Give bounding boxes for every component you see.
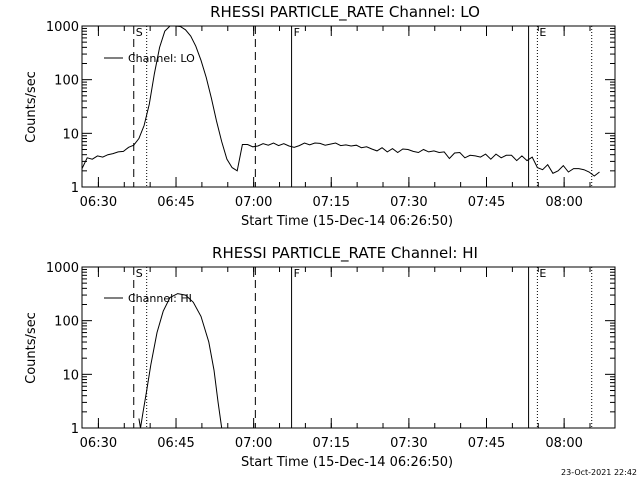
y-axis: 1 10 100 1000: [46, 261, 615, 437]
y-tick-label: 10: [62, 127, 79, 142]
x-axis-label: Start Time (15-Dec-14 06:26:50): [241, 455, 453, 470]
x-axis: 06:30 06:45 07:00 07:15 07:30 07:45 08:00: [80, 26, 591, 210]
x-tick-label: 07:45: [468, 436, 505, 451]
y-tick-label: 1: [71, 422, 79, 437]
x-tick-label: 08:00: [545, 436, 582, 451]
plot-frame: [81, 266, 616, 429]
series-line-hi: [138, 293, 223, 429]
series-line-lo: [81, 25, 600, 177]
x-tick-label: 07:15: [313, 195, 350, 210]
panel-lo: RHESSI PARTICLE_RATE Channel: LO 1101001…: [24, 3, 616, 229]
event-marker-label: F: [294, 267, 300, 280]
event-marker-label: S: [136, 26, 143, 39]
y-tick-label: 100: [54, 74, 79, 89]
y-axis-label: Counts/sec: [24, 312, 39, 384]
y-tick-label: 1000: [46, 261, 79, 276]
x-axis: 06:30 06:45 07:00 07:15 07:30 07:45 08:00: [80, 267, 591, 451]
panel-hi: RHESSI PARTICLE_RATE Channel: HI 1101001…: [24, 244, 616, 470]
x-tick-label: 07:30: [390, 436, 427, 451]
y-tick-label: 100: [54, 315, 79, 330]
chart-title: RHESSI PARTICLE_RATE Channel: LO: [210, 3, 480, 22]
y-axis: 1 10 100 1000: [46, 20, 615, 196]
legend-label: Channel: HI: [128, 292, 192, 305]
legend-label: Channel: LO: [128, 52, 195, 65]
x-tick-label: 07:15: [313, 436, 350, 451]
x-tick-label: 08:00: [545, 195, 582, 210]
x-tick-label: 06:30: [80, 195, 117, 210]
x-tick-label: 07:00: [235, 195, 272, 210]
y-tick-label: 1000: [46, 20, 79, 35]
x-tick-label: 07:30: [390, 195, 427, 210]
event-marker-label: S: [136, 267, 143, 280]
event-marker-label: E: [539, 26, 546, 39]
y-tick-label: 10: [62, 368, 79, 383]
x-tick-label: 06:45: [157, 195, 194, 210]
event-marker-label: E: [539, 267, 546, 280]
y-tick-label: 1: [71, 181, 79, 196]
footer-timestamp: 23-Oct-2021 22:42: [561, 468, 637, 477]
x-tick-label: 07:45: [468, 195, 505, 210]
chart-title: RHESSI PARTICLE_RATE Channel: HI: [212, 244, 478, 263]
x-tick-label: 07:00: [235, 436, 272, 451]
x-tick-label: 06:30: [80, 436, 117, 451]
x-axis-label: Start Time (15-Dec-14 06:26:50): [241, 214, 453, 229]
plot-frame: [81, 25, 616, 188]
y-axis-label: Counts/sec: [24, 71, 39, 143]
event-marker-label: F: [294, 26, 300, 39]
x-tick-label: 06:45: [157, 436, 194, 451]
